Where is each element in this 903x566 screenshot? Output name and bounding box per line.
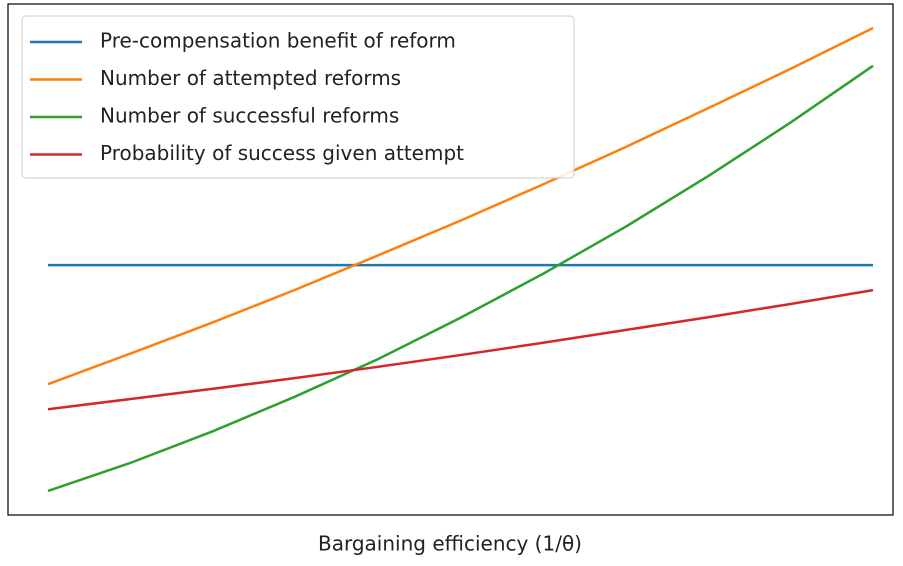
legend-label: Number of successful reforms	[100, 104, 399, 128]
x-axis-label: Bargaining efficiency (1/θ)	[318, 532, 582, 556]
legend-label: Number of attempted reforms	[100, 66, 401, 90]
legend-label: Pre-compensation benefit of reform	[100, 29, 456, 53]
line-layer	[47, 26, 874, 493]
legend-label: Probability of success given attempt	[100, 141, 464, 165]
data-line	[47, 64, 874, 493]
plot-frame	[7, 3, 894, 516]
data-line	[47, 26, 874, 386]
legend-box	[21, 15, 575, 179]
legend: Pre-compensation benefit of reform Number…	[21, 15, 575, 179]
data-line	[47, 288, 874, 411]
